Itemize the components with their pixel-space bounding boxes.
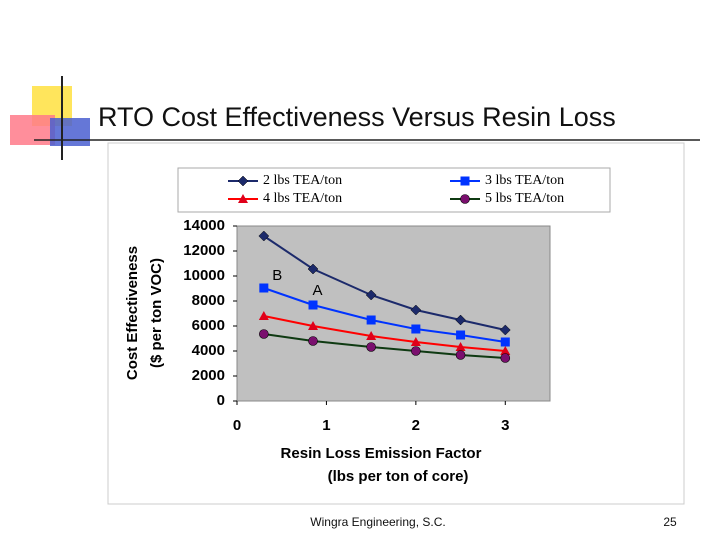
y-tick-label: 0 [217, 392, 225, 409]
y-tick-label: 12000 [183, 242, 225, 259]
x-axis-label: Resin Loss Emission Factor [281, 445, 482, 462]
x-tick-label: 0 [233, 417, 241, 434]
y-tick-label: 2000 [192, 367, 225, 384]
decor-blue [50, 118, 90, 146]
legend-label: 2 lbs TEA/ton [263, 173, 342, 188]
marker [460, 194, 470, 204]
marker [460, 176, 470, 186]
series-line [263, 287, 506, 343]
marker [500, 337, 510, 347]
marker [366, 342, 376, 352]
x-axis-label-sub: (lbs per ton of core) [328, 468, 469, 485]
annotation: B [272, 267, 282, 284]
marker [500, 346, 511, 355]
marker [455, 350, 466, 360]
legend-label: 5 lbs TEA/ton [485, 191, 564, 206]
marker [258, 311, 269, 320]
marker [259, 283, 269, 293]
series-line [263, 315, 506, 352]
marker [456, 330, 466, 340]
marker [258, 230, 270, 242]
plot-area [236, 225, 551, 402]
marker [308, 321, 319, 330]
y-axis-label-sub: ($ per ton VOC) [148, 258, 165, 368]
y-tick-label: 14000 [183, 217, 225, 234]
legend-label: 4 lbs TEA/ton [263, 191, 342, 206]
marker [410, 304, 422, 316]
marker [308, 300, 318, 310]
series-line [263, 235, 506, 331]
annotation: A [312, 282, 322, 299]
marker [238, 194, 248, 203]
marker [455, 342, 466, 351]
marker [411, 346, 421, 356]
y-tick-label: 4000 [192, 342, 225, 359]
legend [177, 167, 611, 213]
marker [259, 329, 269, 339]
marker [308, 336, 318, 346]
marker [500, 353, 511, 363]
y-tick-label: 6000 [192, 317, 225, 334]
marker [237, 175, 249, 187]
marker [455, 314, 466, 326]
marker [366, 315, 376, 325]
slide-title: RTO Cost Effectiveness Versus Resin Loss [98, 102, 616, 132]
legend-label: 3 lbs TEA/ton [485, 173, 564, 188]
marker [499, 324, 511, 336]
marker [411, 324, 421, 334]
y-axis-label: Cost Effectiveness [124, 246, 141, 380]
marker [366, 331, 377, 340]
page-number: 25 [663, 515, 677, 529]
marker [365, 289, 377, 301]
x-tick-label: 1 [322, 417, 330, 434]
x-tick-label: 2 [412, 417, 420, 434]
y-tick-label: 10000 [183, 267, 225, 284]
series-line [263, 333, 506, 359]
marker [307, 263, 319, 275]
y-tick-label: 8000 [192, 292, 225, 309]
footer: Wingra Engineering, S.C. [310, 515, 445, 529]
marker [410, 337, 421, 346]
x-tick-label: 3 [501, 417, 509, 434]
